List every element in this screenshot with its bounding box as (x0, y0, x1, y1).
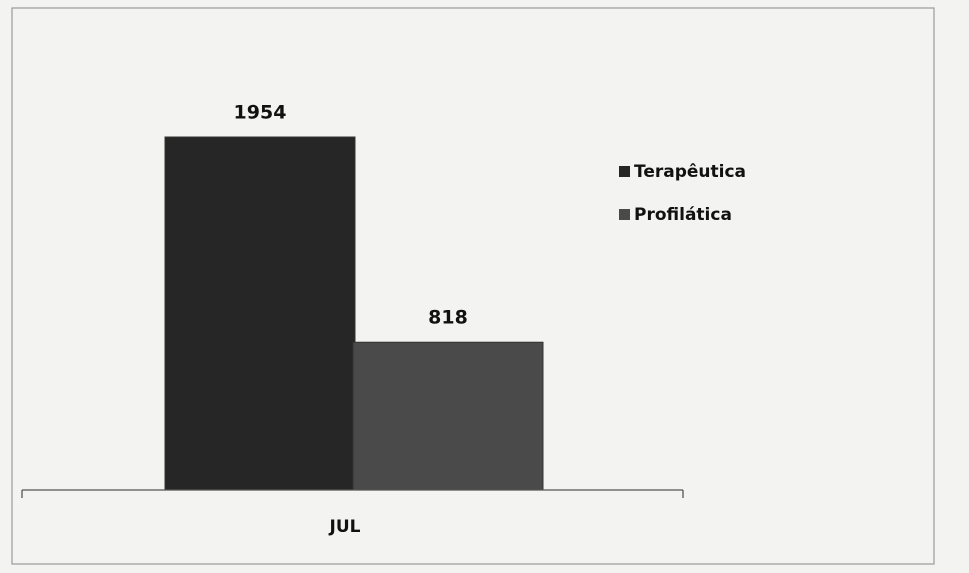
x-tick-label: JUL (329, 517, 361, 537)
data-label: 818 (428, 307, 468, 329)
legend-swatch (619, 166, 630, 177)
legend-swatch (619, 209, 630, 220)
data-label: 1954 (234, 102, 287, 124)
chart-frame (11, 7, 935, 565)
legend-label: Profilática (634, 205, 732, 225)
bar (164, 136, 356, 491)
legend-label: Terapêutica (634, 162, 746, 182)
bar (352, 341, 544, 491)
